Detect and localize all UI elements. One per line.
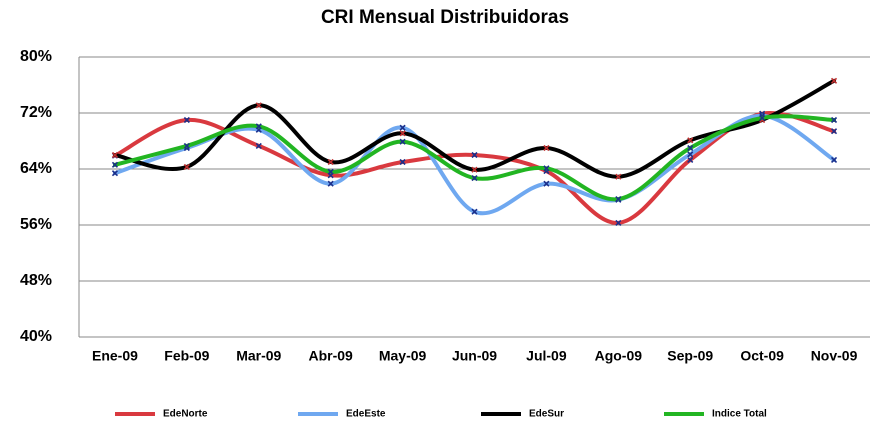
- x-tick-label: Feb-09: [164, 348, 209, 364]
- x-tick-label: May-09: [379, 348, 427, 364]
- x-tick-label: Ene-09: [92, 348, 138, 364]
- x-tick-label: Jun-09: [452, 348, 497, 364]
- y-tick-label: 72%: [20, 104, 52, 121]
- y-tick-label: 48%: [20, 272, 52, 289]
- point-marker: [543, 165, 550, 172]
- x-tick-label: Nov-09: [811, 348, 858, 364]
- legend-label: EdeSur: [529, 409, 564, 420]
- y-tick-label: 64%: [20, 160, 52, 177]
- point-marker: [255, 123, 262, 130]
- point-marker: [687, 144, 694, 152]
- point-marker: [471, 151, 478, 159]
- point-marker: [399, 130, 406, 137]
- y-tick-label: 80%: [20, 48, 52, 65]
- point-marker: [471, 166, 478, 173]
- point-marker: [687, 151, 694, 158]
- point-marker: [471, 208, 478, 215]
- point-marker: [759, 114, 766, 121]
- x-tick-label: Mar-09: [236, 348, 281, 364]
- point-marker: [183, 142, 190, 149]
- series-line: [112, 110, 837, 225]
- x-tick-label: Oct-09: [740, 348, 784, 364]
- y-tick-label: 56%: [20, 216, 52, 233]
- point-marker: [830, 128, 838, 135]
- x-tick-label: Ago-09: [595, 348, 643, 364]
- x-tick-label: Sep-09: [667, 348, 713, 364]
- point-marker: [830, 77, 838, 84]
- y-tick-label: 40%: [20, 328, 52, 345]
- point-marker: [111, 151, 119, 159]
- chart-title: CRI Mensual Distribuidoras: [321, 7, 569, 28]
- point-marker: [687, 156, 694, 163]
- legend-label: EdeEste: [346, 409, 386, 420]
- point-marker: [183, 116, 190, 124]
- legend-label: EdeNorte: [163, 409, 208, 420]
- point-marker: [471, 175, 478, 182]
- point-marker: [327, 180, 334, 187]
- point-marker: [327, 168, 334, 175]
- point-marker: [830, 156, 838, 163]
- point-marker: [830, 116, 838, 124]
- point-marker: [111, 170, 119, 177]
- x-tick-label: Abr-09: [309, 348, 354, 364]
- point-marker: [183, 163, 190, 170]
- point-marker: [615, 173, 622, 180]
- point-marker: [111, 161, 119, 168]
- point-marker: [615, 219, 622, 226]
- point-marker: [399, 124, 406, 131]
- point-marker: [327, 158, 334, 166]
- legend-label: Indice Total: [712, 409, 767, 420]
- point-marker: [543, 144, 550, 152]
- point-marker: [687, 137, 694, 144]
- point-marker: [399, 138, 406, 145]
- point-marker: [399, 158, 406, 166]
- point-marker: [255, 102, 262, 109]
- point-marker: [255, 142, 262, 149]
- x-tick-label: Jul-09: [526, 348, 567, 364]
- point-marker: [615, 196, 622, 203]
- point-marker: [543, 180, 550, 187]
